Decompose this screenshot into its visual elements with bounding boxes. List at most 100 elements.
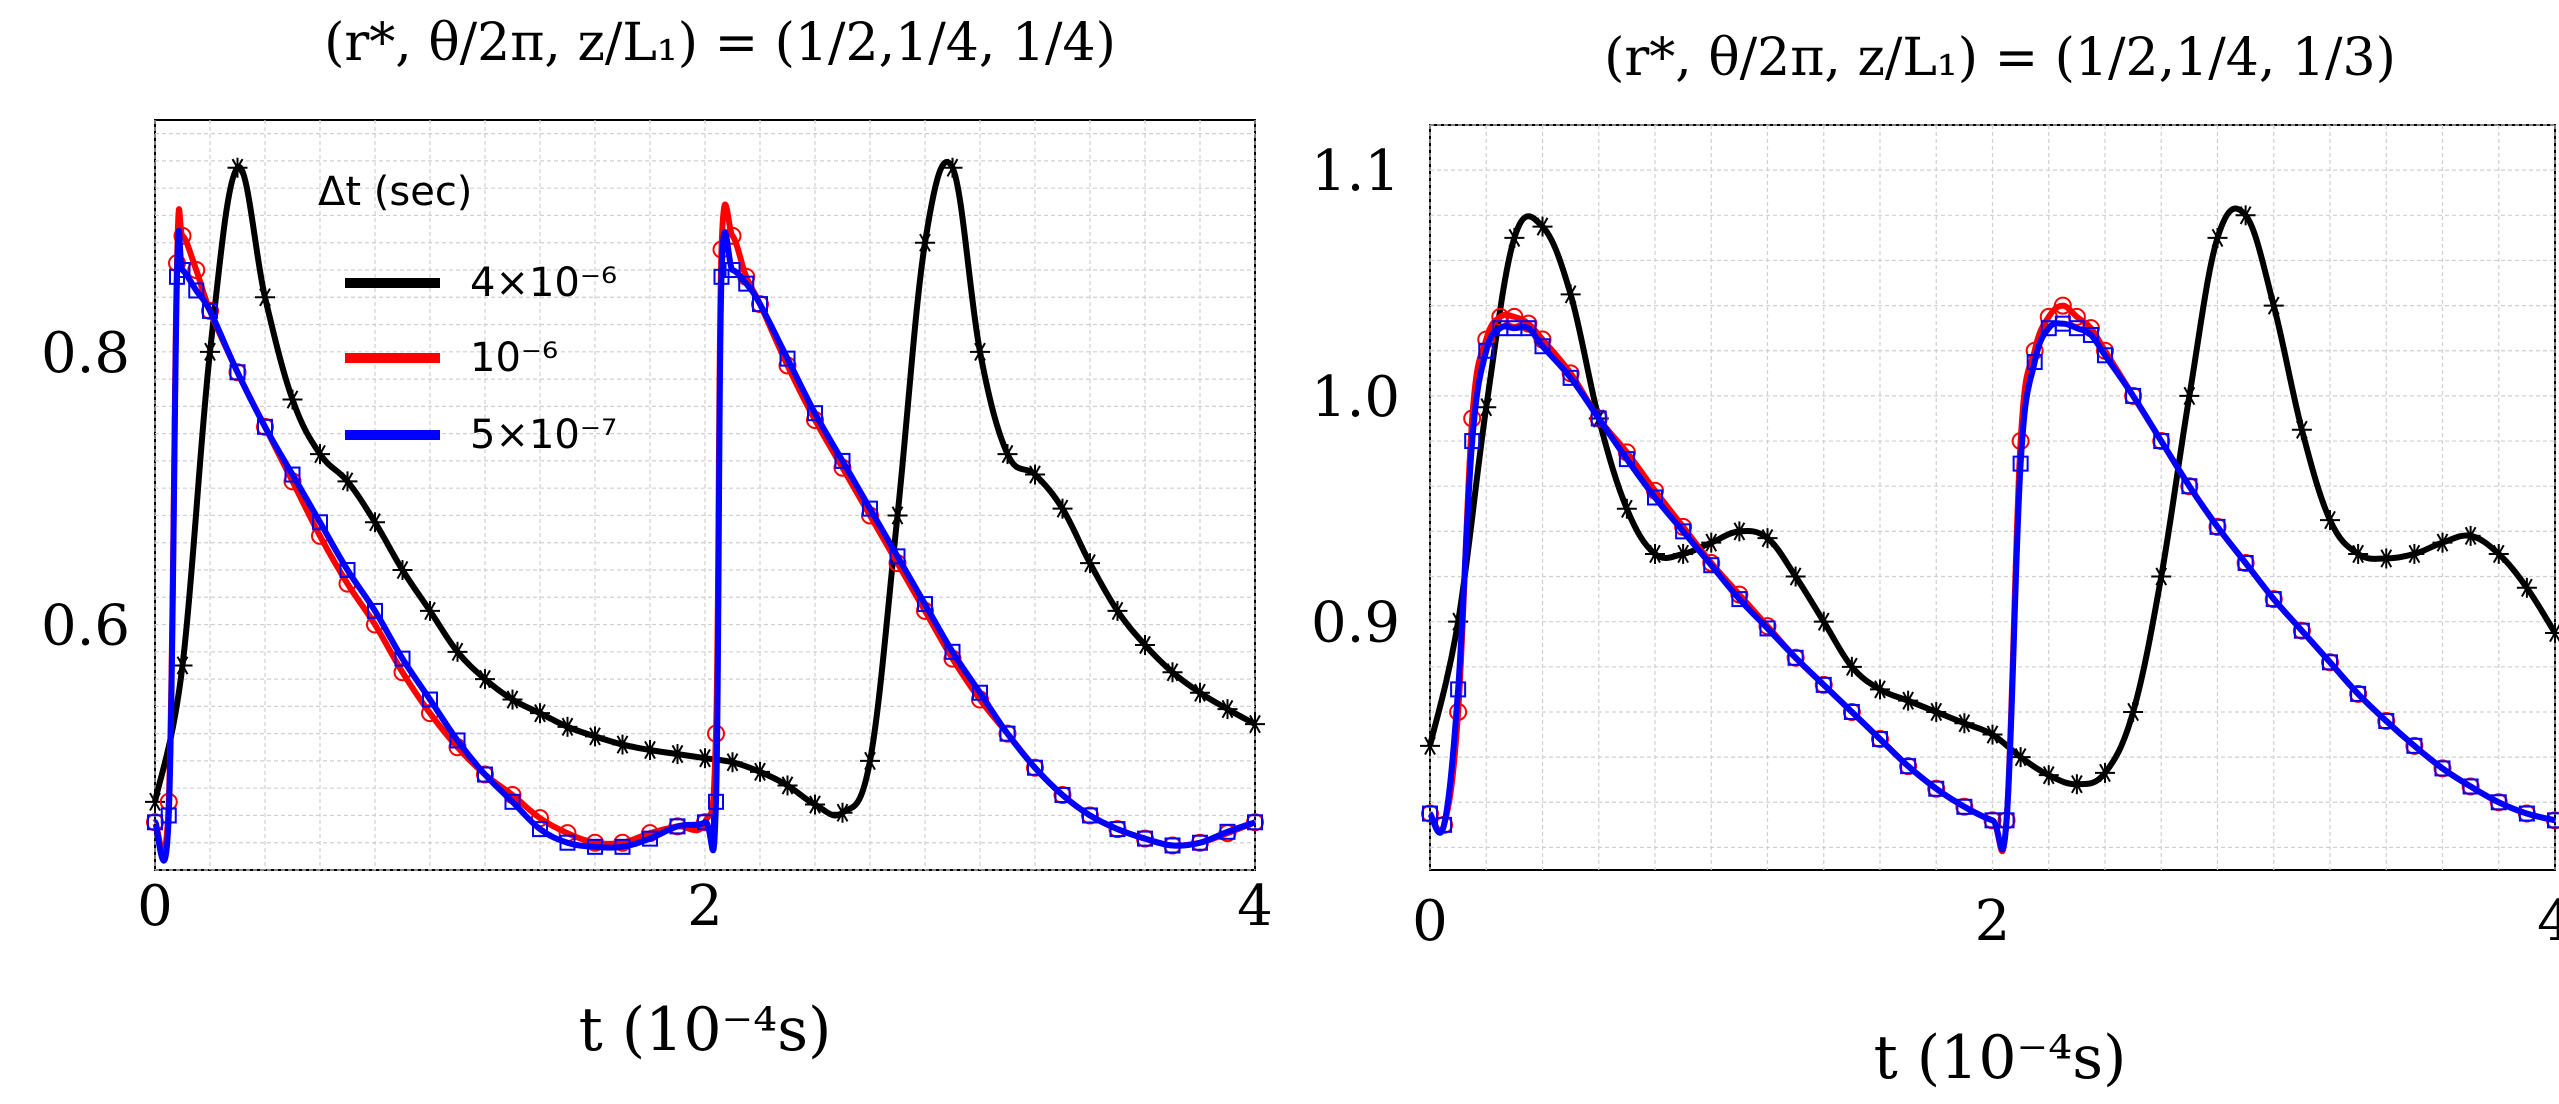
data-point-1 bbox=[1729, 521, 1750, 542]
data-point-3 bbox=[2012, 455, 2029, 472]
data-point-3 bbox=[587, 838, 603, 855]
data-point-3 bbox=[2097, 347, 2113, 364]
data-point-3 bbox=[394, 650, 411, 667]
chart-left: (r*, θ/2π, z/L₁) = (1/2,1/4, 1/4) 0 2 4 0.6… bbox=[41, 13, 1273, 1065]
data-point-1 bbox=[887, 505, 908, 526]
data-point-3 bbox=[2462, 778, 2479, 795]
data-point-1 bbox=[750, 761, 770, 782]
data-point-2 bbox=[2053, 296, 2072, 315]
data-point-3 bbox=[532, 821, 548, 838]
data-point-3 bbox=[1843, 703, 1860, 720]
data-point-3 bbox=[1928, 780, 1945, 797]
data-point-3 bbox=[2082, 326, 2099, 343]
chart-left-xlabel: t (10⁻⁴s) bbox=[579, 995, 832, 1065]
chart-right-series bbox=[1420, 205, 2559, 855]
chart-right-xlabel: t (10⁻⁴s) bbox=[1874, 1023, 2127, 1093]
data-point-3 bbox=[1731, 591, 1748, 608]
data-point-3 bbox=[1675, 523, 1692, 540]
data-point-1 bbox=[337, 471, 358, 492]
data-point-1 bbox=[2488, 543, 2509, 564]
data-point-3 bbox=[2293, 622, 2310, 639]
data-point-3 bbox=[2350, 685, 2367, 702]
legend-label-1: 4×10⁻⁶ bbox=[470, 260, 617, 306]
data-point-3 bbox=[1759, 620, 1776, 637]
data-point-3 bbox=[1109, 821, 1126, 838]
data-point-3 bbox=[1815, 676, 1832, 693]
data-point-1 bbox=[1532, 216, 1553, 237]
data-point-1 bbox=[1926, 701, 1947, 722]
data-point-3 bbox=[1464, 433, 1481, 450]
data-point-3 bbox=[1647, 489, 1663, 506]
data-point-3 bbox=[2322, 654, 2338, 671]
data-point-3 bbox=[1164, 837, 1181, 854]
data-point-1 bbox=[1616, 498, 1637, 519]
data-point-3 bbox=[1998, 812, 2015, 829]
data-point-3 bbox=[1054, 787, 1071, 803]
data-point-1 bbox=[2179, 385, 2200, 406]
data-point-3 bbox=[559, 834, 576, 851]
data-point-1 bbox=[2038, 765, 2059, 786]
data-point-3 bbox=[862, 500, 878, 517]
data-point-1 bbox=[365, 512, 385, 533]
x-tick-label: 0 bbox=[1412, 889, 1448, 954]
data-point-1 bbox=[1052, 498, 1073, 519]
series-line-3 bbox=[152, 227, 1256, 864]
data-point-1 bbox=[1645, 543, 1665, 564]
data-point-1 bbox=[2151, 566, 2172, 587]
data-point-1 bbox=[2460, 525, 2481, 546]
data-point-1 bbox=[1190, 682, 1210, 703]
data-point-1 bbox=[557, 716, 578, 737]
data-point-3 bbox=[669, 818, 686, 835]
data-point-3 bbox=[697, 814, 713, 831]
data-point-3 bbox=[1219, 823, 1236, 840]
data-point-1 bbox=[970, 341, 990, 362]
data-point-1 bbox=[2432, 532, 2453, 553]
data-point-3 bbox=[1900, 758, 1917, 775]
data-point-3 bbox=[367, 602, 383, 619]
data-point-3 bbox=[174, 262, 191, 278]
data-point-3 bbox=[1520, 320, 1537, 337]
x-tick-label: 4 bbox=[1237, 874, 1273, 939]
data-point-1 bbox=[612, 734, 633, 755]
data-point-1 bbox=[2348, 543, 2369, 564]
data-point-3 bbox=[160, 807, 177, 824]
data-point-1 bbox=[1898, 690, 1919, 711]
x-tick-label: 2 bbox=[1975, 889, 2011, 954]
data-point-3 bbox=[1436, 816, 1453, 833]
series-line-3 bbox=[1427, 320, 2556, 853]
data-point-3 bbox=[807, 405, 823, 422]
data-point-1 bbox=[1420, 735, 1440, 756]
data-point-1 bbox=[255, 287, 275, 308]
chart-right-ticks: 0 2 4 0.9 1.0 1.1 bbox=[1311, 139, 2559, 954]
data-point-3 bbox=[2209, 518, 2226, 535]
data-point-1 bbox=[1504, 227, 1525, 248]
data-point-1 bbox=[2066, 774, 2087, 795]
data-point-1 bbox=[200, 341, 220, 362]
data-point-3 bbox=[999, 725, 1016, 742]
data-point-3 bbox=[2490, 794, 2507, 811]
data-point-3 bbox=[944, 643, 961, 660]
data-point-1 bbox=[1954, 713, 1975, 734]
data-point-3 bbox=[779, 350, 796, 367]
data-point-3 bbox=[1787, 649, 1804, 666]
data-point-1 bbox=[392, 560, 413, 580]
data-point-1 bbox=[2095, 762, 2115, 783]
data-point-1 bbox=[2376, 548, 2397, 569]
data-point-1 bbox=[2010, 747, 2031, 768]
data-point-3 bbox=[834, 452, 851, 469]
data-point-1 bbox=[942, 157, 963, 178]
data-point-3 bbox=[708, 793, 724, 810]
data-point-1 bbox=[2235, 205, 2256, 226]
data-point-1 bbox=[1785, 566, 1806, 587]
data-point-1 bbox=[585, 726, 605, 747]
chart-left-ticks: 0 2 4 0.6 0.8 bbox=[41, 321, 1273, 939]
data-point-1 bbox=[1982, 724, 2003, 745]
y-tick-label: 0.8 bbox=[41, 321, 130, 386]
data-point-3 bbox=[257, 418, 273, 435]
x-tick-label: 4 bbox=[2537, 889, 2559, 954]
data-point-1 bbox=[1813, 611, 1834, 632]
data-point-3 bbox=[1618, 451, 1635, 468]
legend-label-2: 10⁻⁶ bbox=[470, 335, 558, 381]
data-point-3 bbox=[202, 302, 218, 319]
